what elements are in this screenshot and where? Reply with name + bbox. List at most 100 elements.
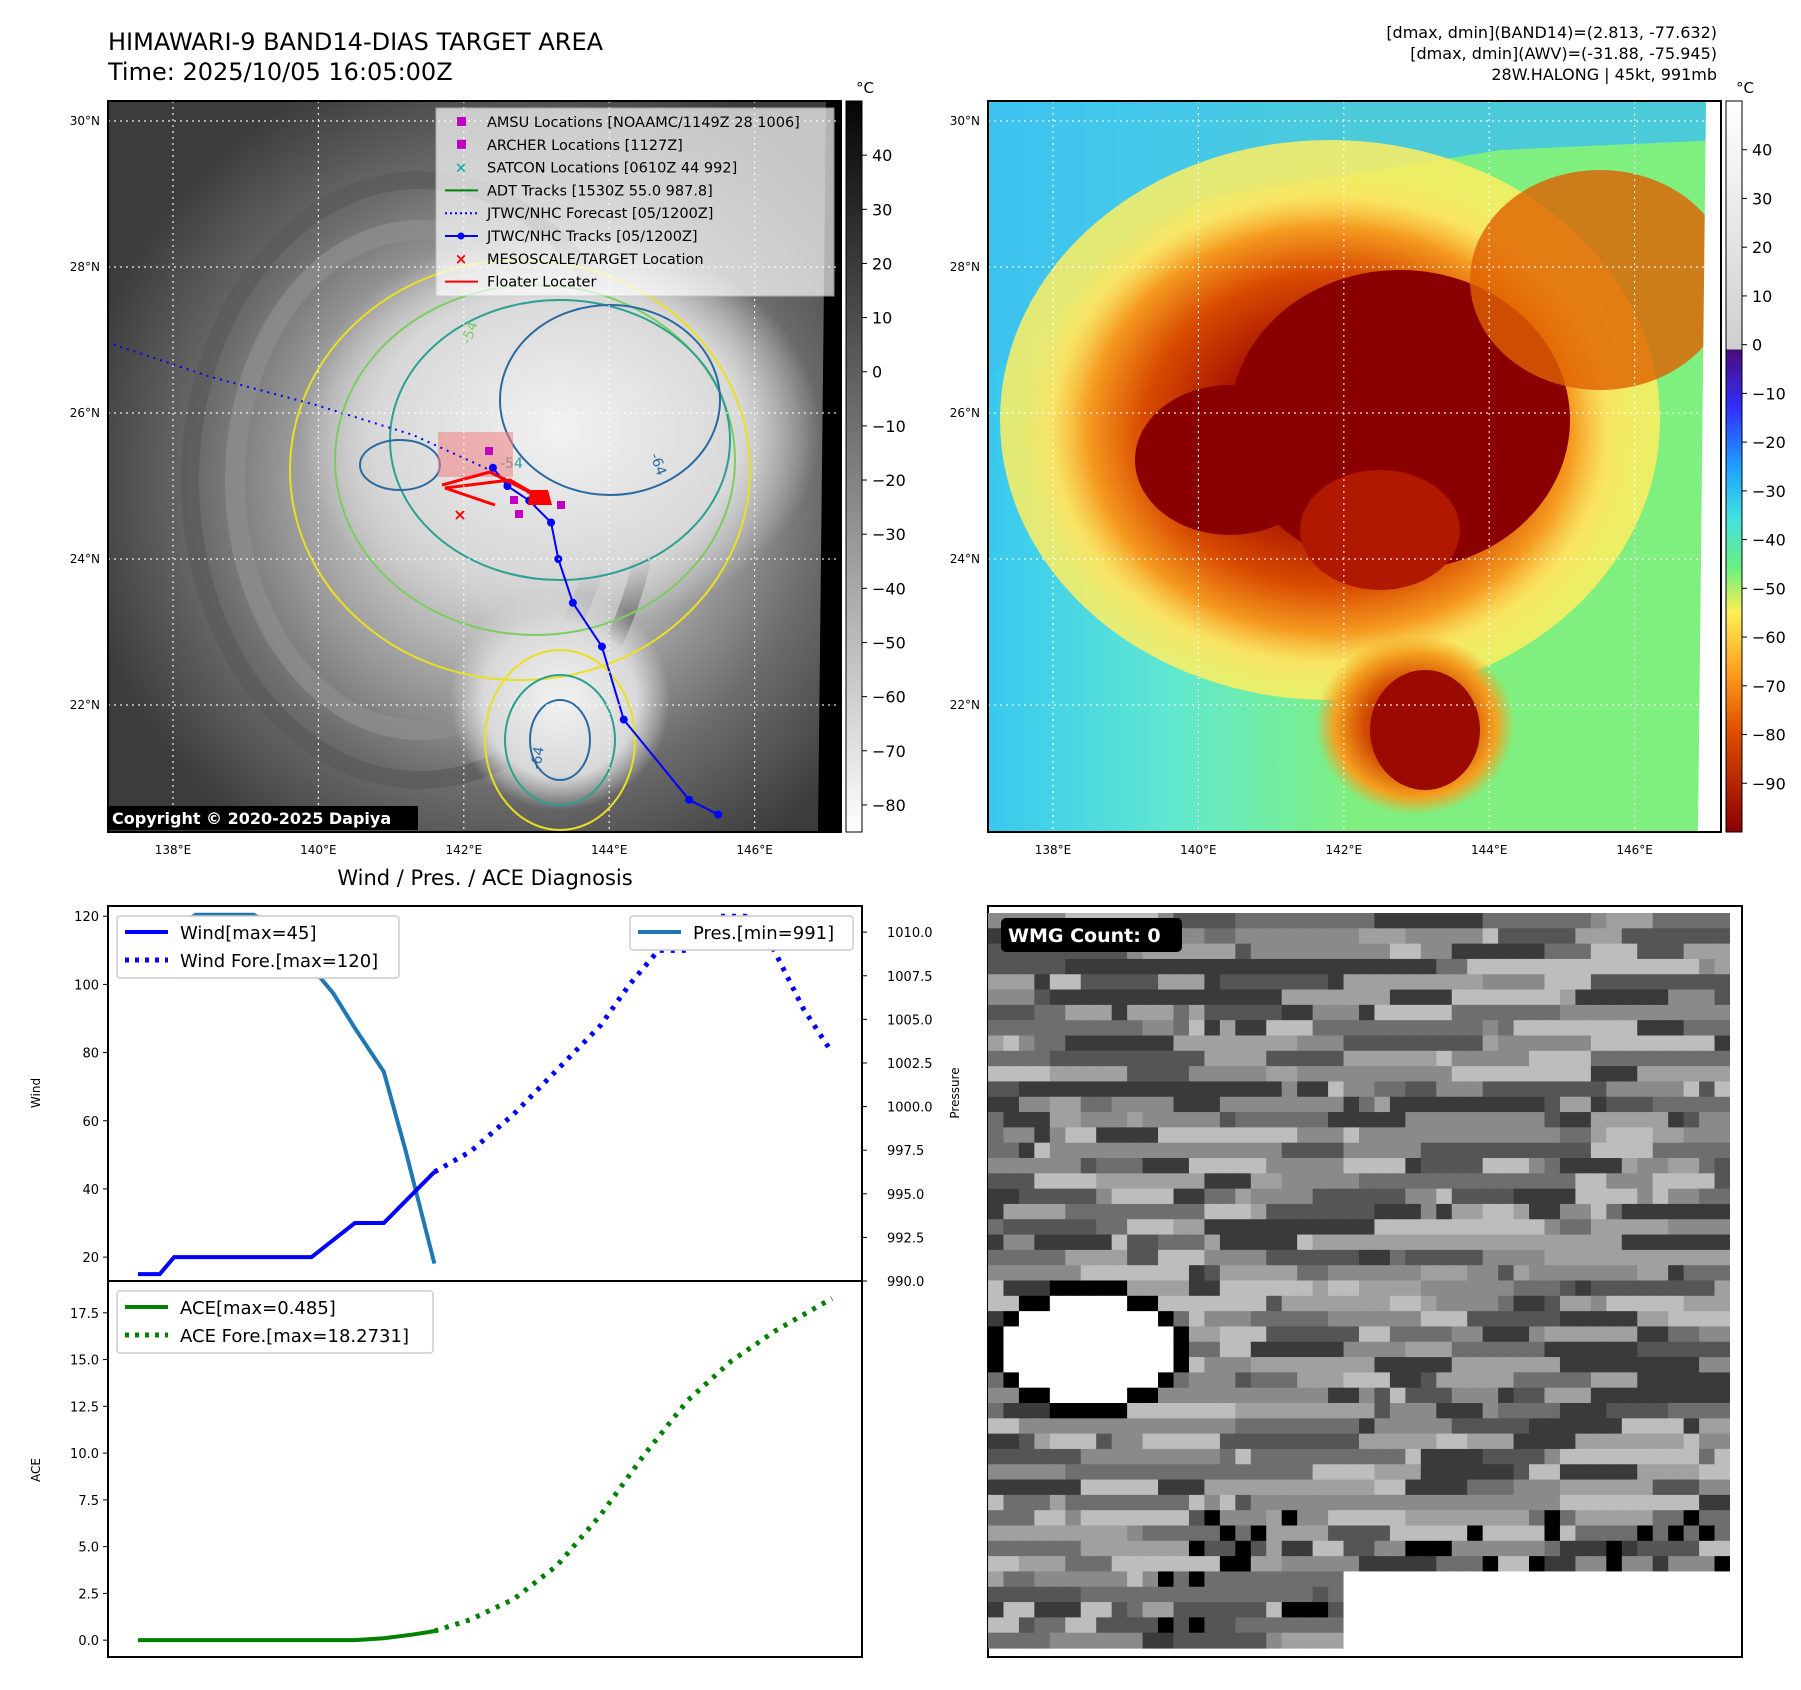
wmg-cell [988, 1066, 1005, 1083]
wmg-cell [1405, 1540, 1422, 1557]
wmg-cell [1343, 1448, 1360, 1465]
wmg-cell [1343, 1142, 1360, 1159]
wmg-cell [1498, 1464, 1515, 1481]
wmg-cell [1235, 1494, 1252, 1511]
wmg-cell [1529, 1617, 1546, 1634]
wmg-cell [1003, 1173, 1020, 1190]
wmg-cell [1096, 1081, 1113, 1098]
wmg-cell [1281, 1617, 1298, 1634]
wmg-cell [1111, 1571, 1128, 1588]
wmg-cell [1420, 958, 1437, 975]
wmg-cell [1328, 1372, 1345, 1389]
wmg-cell [1699, 1418, 1716, 1435]
wmg-cell [1590, 1142, 1607, 1159]
wmg-cell [1621, 1311, 1638, 1328]
wmg-cell [1096, 1066, 1113, 1083]
wmg-cell [1389, 1295, 1406, 1312]
wmg-cell [988, 1112, 1005, 1128]
wmg-cell [1529, 1464, 1546, 1481]
wmg-cell [1018, 1265, 1035, 1282]
wmg-cell [1158, 974, 1175, 991]
wmg-cell [1405, 1372, 1422, 1389]
wmg-cell [1683, 1448, 1700, 1465]
wmg-cell [1606, 1142, 1623, 1159]
wmg-cell [1699, 1203, 1716, 1220]
wmg-cell [1513, 989, 1530, 1006]
colorbar-tick-label: −50 [1752, 579, 1786, 598]
wmg-cell [1188, 1418, 1206, 1435]
wmg-cell [1405, 1357, 1422, 1373]
wmg-cell [1250, 1234, 1267, 1251]
wmg-cell [1018, 1280, 1035, 1297]
wmg-cell [1498, 1249, 1515, 1266]
wmg-cell [1003, 1525, 1020, 1542]
wmg-cell [1359, 1265, 1376, 1282]
wmg-cell [1389, 1357, 1406, 1373]
wmg-cell [1559, 1203, 1577, 1220]
wmg-cell [1374, 958, 1391, 975]
wmg-cell [1683, 1586, 1700, 1603]
wmg-cell [1343, 1249, 1360, 1266]
wmg-cell [1235, 1571, 1252, 1588]
wmg-cell [1668, 1494, 1685, 1511]
wmg-cell [1544, 1494, 1561, 1511]
wmg-cell [1420, 1556, 1437, 1573]
wmg-cell [1328, 1173, 1345, 1190]
wmg-cell [1606, 1464, 1623, 1481]
wmg-cell [1297, 1479, 1314, 1496]
wmg-cell [1544, 1586, 1561, 1603]
wmg-cell [1699, 1112, 1716, 1128]
wmg-cell [1173, 1602, 1190, 1618]
wmg-cell [1235, 1050, 1252, 1067]
wmg-cell [1018, 1035, 1035, 1052]
wmg-cell [1359, 989, 1376, 1006]
wmg-cell [1389, 989, 1406, 1006]
wmg-cell [1683, 913, 1700, 929]
wmg-cell [1281, 1387, 1298, 1404]
wmg-cell [1080, 1556, 1097, 1573]
wmg-cell [1188, 1479, 1206, 1496]
wmg-cell [1297, 1418, 1314, 1435]
wmg-cell [1204, 1295, 1221, 1312]
wmg-cell [1096, 1050, 1113, 1067]
wmg-cell [988, 1020, 1005, 1037]
wmg-cell [1049, 1357, 1066, 1373]
wmg-cell [1250, 1295, 1267, 1312]
wmg-cell [1359, 943, 1376, 960]
wmg-cell [1250, 1020, 1267, 1037]
wmg-cell [1096, 1403, 1113, 1419]
wmg-cell [1652, 1203, 1669, 1220]
wmg-cell [1389, 1249, 1406, 1266]
wmg-cell [988, 1571, 1005, 1588]
pressure-tick-label: 992.5 [887, 1231, 924, 1246]
wmg-cell [1297, 1632, 1314, 1649]
wmg-cell [1080, 1203, 1097, 1220]
wmg-cell [1683, 1295, 1700, 1312]
wmg-cell [1297, 1372, 1314, 1389]
wmg-cell [1575, 1311, 1592, 1328]
wmg-cell [1034, 1418, 1051, 1435]
wmg-cell [1714, 1219, 1731, 1236]
wmg-cell [1482, 1234, 1499, 1251]
wmg-cell [1652, 1219, 1669, 1236]
wmg-cell [1250, 1112, 1267, 1128]
wmg-cell [1529, 1035, 1546, 1052]
wmg-cell [1405, 1081, 1422, 1098]
wmg-cell [1235, 1265, 1252, 1282]
wmg-cell [1374, 1142, 1391, 1159]
wmg-cell [1590, 1203, 1607, 1220]
wmg-cell [1436, 1326, 1453, 1343]
wmg-cell [1096, 958, 1113, 975]
wmg-cell [1003, 1387, 1020, 1404]
wmg-cell [1266, 928, 1283, 945]
wmg-cell [1606, 1020, 1623, 1037]
wmg-cell [1173, 1020, 1190, 1037]
wmg-cell [1420, 1158, 1437, 1174]
wmg-cell [1482, 1617, 1499, 1634]
wmg-cell [1699, 1158, 1716, 1174]
wmg-cell [1219, 1586, 1236, 1603]
wmg-cell [1065, 1280, 1082, 1297]
wmg-cell [1127, 1188, 1144, 1205]
wmg-cell [1436, 1357, 1453, 1373]
wmg-cell [1127, 1020, 1144, 1037]
